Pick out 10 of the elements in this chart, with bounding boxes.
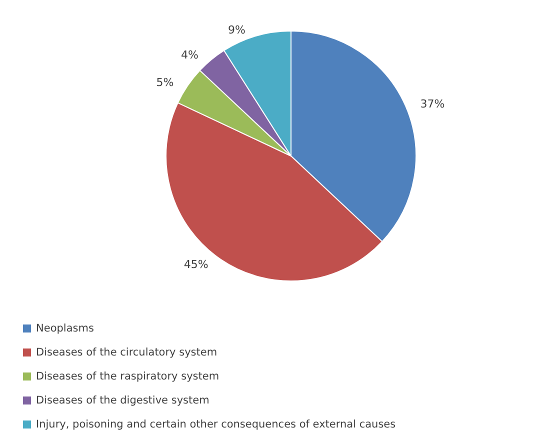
legend-label: Injury, poisoning and certain other consequences of external causes xyxy=(36,418,396,430)
legend-label: Neoplasms xyxy=(36,322,94,334)
data-label: 9% xyxy=(228,24,246,37)
legend-label: Diseases of the circulatory system xyxy=(36,346,218,358)
legend-label: Diseases of the digestive system xyxy=(36,394,210,406)
data-label: 45% xyxy=(184,258,208,271)
legend-label: Diseases of the raspiratory system xyxy=(36,370,220,382)
data-label: 4% xyxy=(181,48,198,62)
data-label: 5% xyxy=(156,76,174,89)
data-label: 37% xyxy=(420,97,445,110)
